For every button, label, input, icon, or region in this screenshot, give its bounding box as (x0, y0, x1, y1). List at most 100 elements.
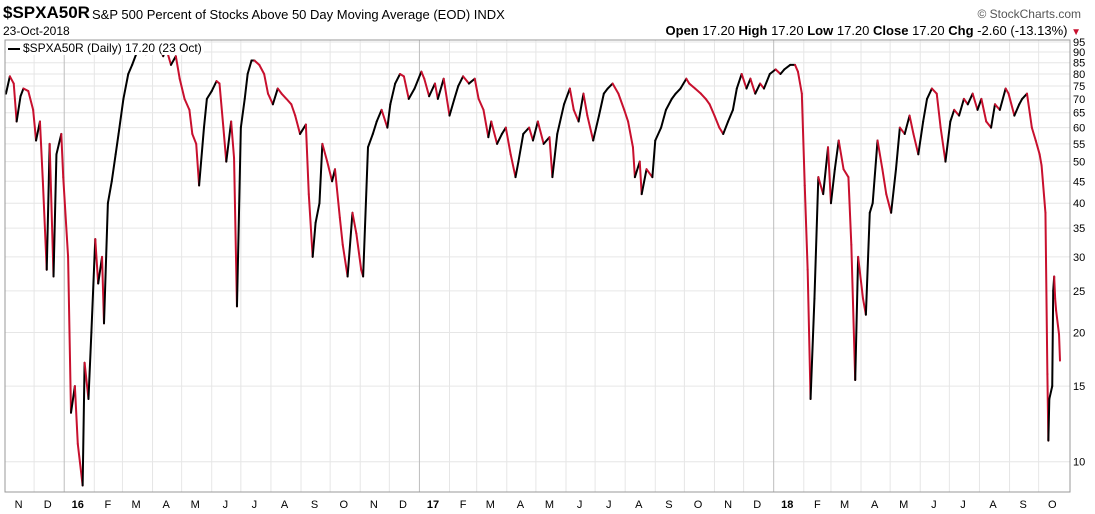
line-segment (380, 108, 389, 129)
line-segment (394, 72, 402, 85)
line-segment (202, 97, 208, 129)
brand-label[interactable]: © StockCharts.com (977, 7, 1081, 21)
line-segment (854, 255, 860, 381)
description-text: S&P 500 Percent of Stocks Above 50 Day M… (92, 7, 471, 22)
line-segment (980, 97, 988, 123)
y-tick-label: 45 (1073, 176, 1085, 188)
line-segment (731, 87, 738, 111)
low-value: 17.20 (836, 23, 870, 38)
line-segment (448, 97, 456, 117)
line-segment (572, 108, 580, 123)
line-segment (253, 59, 261, 66)
x-tick-label: S (311, 499, 318, 511)
line-segment (122, 72, 130, 100)
line-segment (442, 77, 451, 117)
line-segment (894, 126, 901, 171)
x-tick-label: J (931, 499, 937, 511)
y-tick-label: 50 (1073, 157, 1085, 169)
line-segment (817, 176, 825, 196)
line-segment (338, 216, 344, 246)
line-segment (436, 77, 445, 100)
open-label: Open (665, 23, 699, 38)
line-segment (110, 153, 117, 183)
line-segment (837, 139, 845, 171)
line-segment (822, 146, 830, 196)
x-tick-label: O (339, 499, 348, 511)
line-segment (803, 184, 809, 271)
line-segment (592, 114, 600, 142)
line-segment (218, 82, 225, 129)
line-segment (1030, 126, 1037, 142)
y-tick-label: 30 (1073, 252, 1085, 264)
line-segment (638, 160, 643, 196)
line-segment (386, 103, 392, 129)
line-segment (611, 82, 620, 95)
line-segment (651, 139, 657, 179)
line-segment (993, 103, 1001, 111)
line-segment (178, 77, 186, 100)
line-segment (239, 97, 246, 129)
line-segment (420, 70, 426, 80)
line-segment (67, 255, 72, 414)
open-value: 17.20 (702, 23, 735, 38)
line-segment (15, 95, 22, 123)
line-segment (754, 82, 762, 95)
line-segment (462, 75, 470, 85)
line-segment (740, 72, 748, 90)
line-segment (4, 75, 11, 95)
high-value: 17.20 (771, 23, 804, 38)
line-segment (794, 63, 799, 73)
line-segment (939, 126, 947, 163)
line-segment (413, 70, 423, 90)
line-segment (514, 160, 520, 179)
line-segment (577, 92, 585, 123)
line-segment (871, 139, 879, 205)
x-tick-label: 17 (427, 499, 439, 511)
chart-legend: $SPXA50R (Daily) 17.20 (23 Oct) (6, 41, 204, 55)
line-segment (640, 168, 648, 196)
line-segment (402, 75, 410, 100)
line-segment (12, 82, 18, 123)
x-tick-label: M (840, 499, 849, 511)
y-tick-label: 20 (1073, 327, 1085, 339)
line-segment (542, 136, 551, 145)
line-segment (568, 87, 575, 111)
line-segment (362, 146, 369, 278)
line-segment (276, 87, 283, 95)
line-segment (48, 142, 55, 278)
line-segment (341, 243, 349, 278)
line-segment (536, 120, 545, 145)
line-segment (490, 120, 499, 145)
x-tick-label: D (399, 499, 407, 511)
x-tick-label: M (486, 499, 495, 511)
line-segment (556, 103, 566, 135)
y-tick-label: 10 (1073, 457, 1085, 469)
line-segment (60, 132, 65, 179)
x-tick-label: A (517, 499, 525, 511)
line-segment (704, 97, 711, 106)
line-segment (708, 103, 716, 117)
x-tick-label: N (724, 499, 732, 511)
down-arrow-icon: ▼ (1071, 27, 1081, 38)
x-axis: N D 16 F M A M J J A S O N D 17 F M A M J J A S O N D 18 F M A M J J A S O (15, 499, 1057, 511)
line-segment (304, 123, 310, 196)
line-segment (679, 77, 688, 90)
legend-text: $SPXA50R (Daily) 17.20 (23 Oct) (23, 41, 202, 55)
line-segment (864, 211, 871, 316)
line-segment (222, 126, 228, 163)
line-segment (38, 120, 44, 183)
x-tick-label: F (814, 499, 821, 511)
line-segment (333, 168, 341, 219)
chg-label: Chg (948, 23, 974, 38)
line-segment (169, 55, 177, 66)
line-segment (783, 63, 792, 71)
line-segment (346, 211, 354, 278)
line-segment (263, 72, 270, 95)
y-tick-label: 70 (1073, 94, 1085, 106)
line-segment (1007, 92, 1016, 117)
line-segment (582, 92, 589, 117)
x-tick-label: N (15, 499, 23, 511)
line-segment (829, 168, 836, 205)
